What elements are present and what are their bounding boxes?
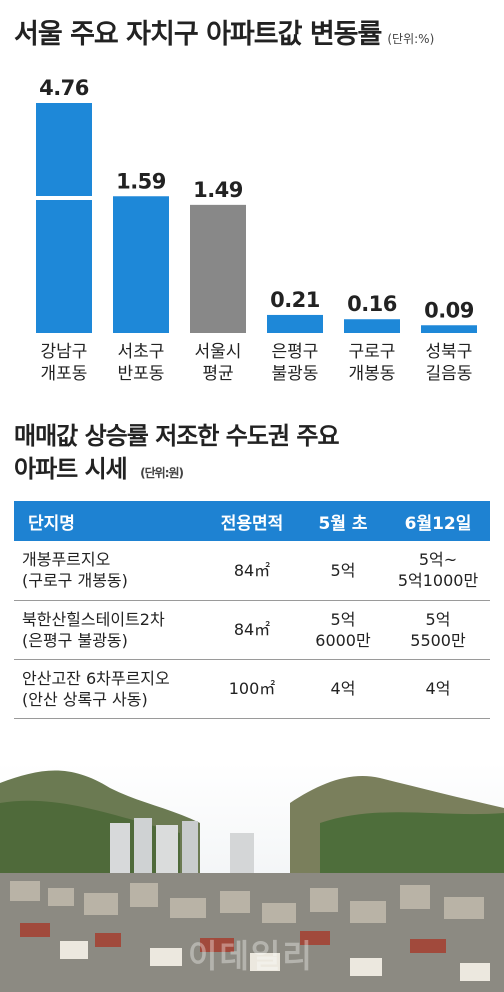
watermark: 이데일리 xyxy=(188,937,314,975)
table-unit: (단위:원) xyxy=(140,466,184,480)
bar xyxy=(113,196,169,333)
june-price-line1: 5억 xyxy=(425,609,451,629)
header-area: 전용면적 xyxy=(220,513,284,534)
bar xyxy=(421,325,477,333)
cell-june: 5억~ 5억1000만 xyxy=(386,541,490,601)
category-label: 개포동 xyxy=(41,364,88,384)
cell-june: 5억 5500만 xyxy=(386,600,490,660)
table-title-block: 매매값 상승률 저조한 수도권 주요 아파트 시세 (단위:원) xyxy=(14,420,340,490)
bar-value-label: 0.09 xyxy=(424,298,474,322)
cell-complex: 북한산힐스테이트2차 (은평구 불광동) xyxy=(14,600,204,660)
category-label: 서초구 xyxy=(118,342,165,362)
bar-value-label: 1.49 xyxy=(193,178,243,202)
chart-title: 서울 주요 자치구 아파트값 변동률 xyxy=(14,19,382,50)
june-price-line1: 4억 xyxy=(425,679,451,698)
category-label: 불광동 xyxy=(272,364,319,384)
category-label: 구로구 xyxy=(349,342,396,362)
bar-value-label: 4.76 xyxy=(39,76,89,100)
june-price-line2: 5억1000만 xyxy=(397,571,479,591)
bar xyxy=(344,319,400,333)
price-table: 단지명 전용면적 5월 초 6월12일 개봉푸르지오 (구로구 개봉동) 84㎡… xyxy=(14,501,490,719)
bar xyxy=(190,204,246,333)
table-title-text: 아파트 시세 xyxy=(14,455,128,483)
category-label: 강남구 xyxy=(41,342,88,362)
cell-may: 5억 6000만 xyxy=(300,600,386,660)
bar xyxy=(36,103,92,333)
cell-may: 5억 xyxy=(300,541,386,601)
bar-value-label: 0.21 xyxy=(270,288,320,312)
complex-location: (은평구 불광동) xyxy=(22,630,128,650)
category-label: 평균 xyxy=(202,364,233,384)
complex-location: (구로구 개봉동) xyxy=(22,571,128,591)
may-price-line2: 6000만 xyxy=(315,630,371,650)
cell-complex: 안산고잔 6차푸르지오 (안산 상록구 사동) xyxy=(14,659,204,719)
chart-unit: (단위:%) xyxy=(387,32,435,46)
chart-title-row: 서울 주요 자치구 아파트값 변동률 (단위:%) xyxy=(14,12,434,51)
bar-value-label: 0.16 xyxy=(347,292,397,316)
complex-name: 안산고잔 6차푸르지오 xyxy=(22,668,170,688)
cell-complex: 개봉푸르지오 (구로구 개봉동) xyxy=(14,541,204,601)
cell-area: 84㎡ xyxy=(204,600,300,660)
category-label: 서울시 xyxy=(195,342,242,362)
category-label: 성북구 xyxy=(426,342,473,362)
cell-area: 100㎡ xyxy=(204,659,300,719)
may-price-line1: 5억 xyxy=(330,609,356,629)
june-price-line2: 5500만 xyxy=(410,630,466,650)
complex-location: (안산 상록구 사동) xyxy=(22,689,148,709)
category-label: 반포동 xyxy=(118,364,165,384)
city-photo: 이데일리 xyxy=(0,763,504,992)
table-row: 개봉푸르지오 (구로구 개봉동) 84㎡ 5억 5억~ 5억1000만 xyxy=(14,541,490,601)
may-price-line1: 5억 xyxy=(330,560,356,580)
axis-break xyxy=(35,196,93,200)
category-label: 길음동 xyxy=(426,364,473,384)
header-may: 5월 초 xyxy=(318,513,368,534)
table-row: 안산고잔 6차푸르지오 (안산 상록구 사동) 100㎡ 4억 4억 xyxy=(14,659,490,719)
complex-name: 북한산힐스테이트2차 xyxy=(22,609,165,629)
header-complex: 단지명 xyxy=(28,513,75,534)
complex-name: 개봉푸르지오 xyxy=(22,550,111,570)
cell-june: 4억 xyxy=(386,659,490,719)
cell-may: 4억 xyxy=(300,659,386,719)
may-price-line1: 4억 xyxy=(330,679,356,698)
table-row: 북한산힐스테이트2차 (은평구 불광동) 84㎡ 5억 6000만 5억 550… xyxy=(14,600,490,660)
category-label: 은평구 xyxy=(272,342,319,362)
bar-value-label: 1.59 xyxy=(116,169,166,193)
bar xyxy=(267,314,323,333)
table-title-line1: 매매값 상승률 저조한 수도권 주요 xyxy=(14,422,340,450)
cell-area: 84㎡ xyxy=(204,541,300,601)
table-header-row: 단지명 전용면적 5월 초 6월12일 xyxy=(14,501,490,541)
table-title-line2: 아파트 시세 (단위:원) xyxy=(14,453,339,490)
june-price-line1: 5억~ xyxy=(418,550,458,570)
category-label: 개봉동 xyxy=(349,364,396,384)
header-june: 6월12일 xyxy=(404,513,472,534)
city-photo-illustration xyxy=(0,763,504,992)
